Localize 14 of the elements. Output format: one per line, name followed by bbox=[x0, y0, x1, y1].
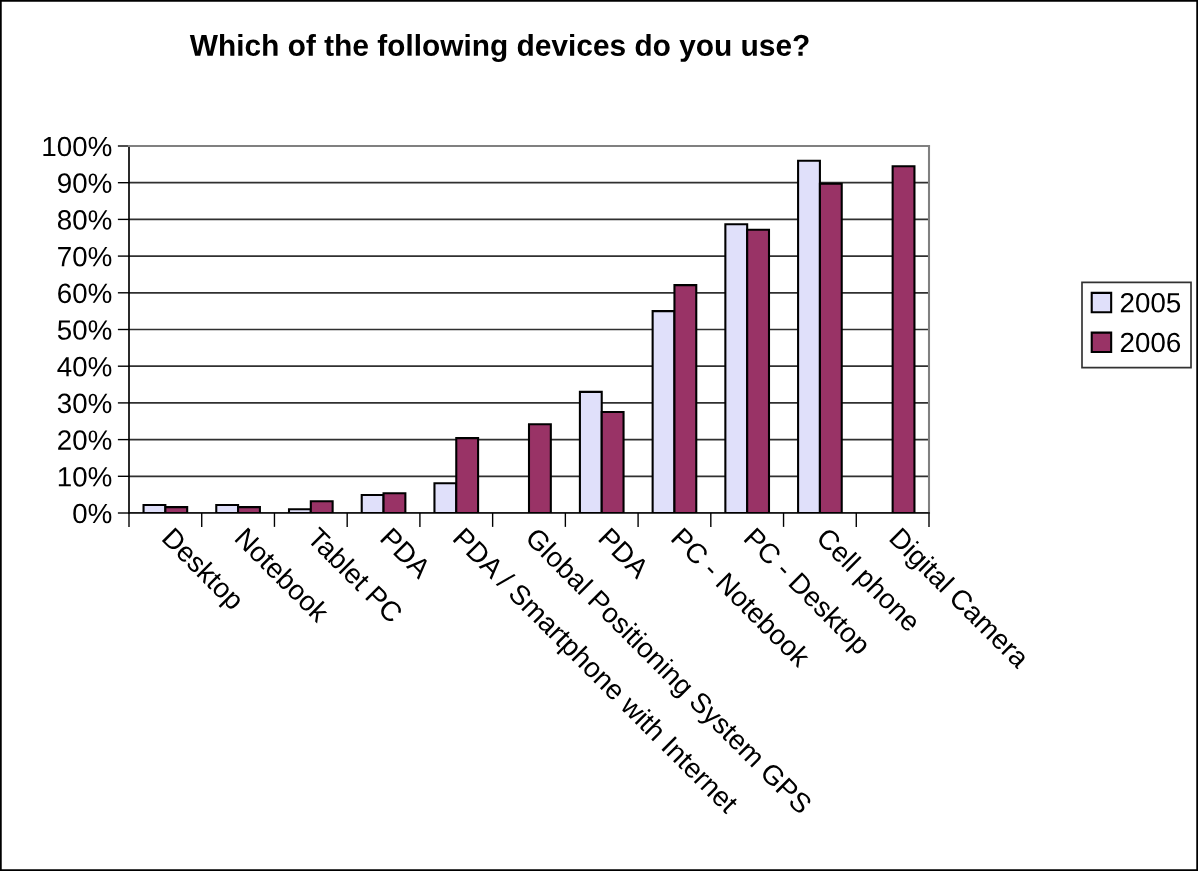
legend-label: 2005 bbox=[1120, 292, 1181, 313]
y-tick-label: 10% bbox=[58, 466, 112, 487]
y-tick-label: 0% bbox=[73, 503, 112, 524]
y-tick-label: 70% bbox=[58, 246, 112, 267]
y-tick-label: 50% bbox=[57, 320, 112, 340]
y-tick-label: 100% bbox=[43, 136, 112, 157]
y-tick-label: 40% bbox=[57, 356, 112, 377]
y-tick-label: 20% bbox=[58, 430, 112, 450]
y-tick-label: 60% bbox=[58, 283, 112, 304]
y-tick-label: 90% bbox=[58, 173, 112, 194]
chart-title: Which of the following devices do you use? bbox=[189, 34, 809, 62]
legend-label: 2006 bbox=[1120, 332, 1181, 353]
y-tick-label: 30% bbox=[57, 393, 112, 414]
y-tick-label: 80% bbox=[57, 210, 112, 230]
